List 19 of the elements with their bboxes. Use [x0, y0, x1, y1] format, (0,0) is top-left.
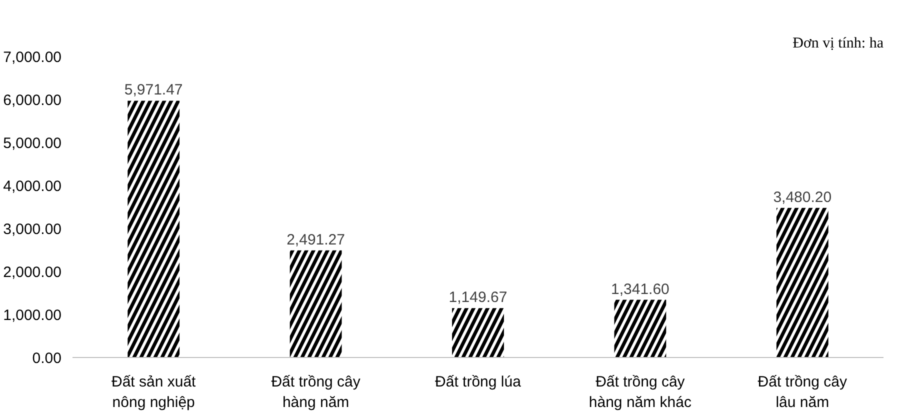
y-tick-label: 5,000.00 [3, 135, 62, 152]
y-tick-label: 0.00 [32, 350, 62, 367]
y-tick-label: 7,000.00 [3, 49, 62, 66]
x-tick-label: Đất trồng cây hàng năm khác [588, 374, 692, 411]
y-tick-label: 6,000.00 [3, 92, 62, 109]
y-tick-label: 1,000.00 [3, 307, 62, 324]
x-tick-label: Đất sản xuất nông nghiệp [111, 374, 197, 411]
y-tick-label: 3,000.00 [3, 221, 62, 238]
y-tick-label: 4,000.00 [3, 178, 62, 195]
y-tick-label: 2,000.00 [3, 264, 62, 281]
data-label: 3,480.20 [773, 188, 832, 206]
x-tick-label: Đất trồng lúa [435, 374, 522, 390]
data-label: 1,341.60 [611, 280, 670, 298]
data-label: 2,491.27 [286, 231, 345, 248]
data-label: 1,149.67 [448, 289, 508, 306]
x-tick-label: Đất trồng cây lâu năm [758, 374, 848, 411]
text: Đơn vị tính: ha [792, 36, 884, 52]
x-tick-label: Đất trồng cây hàng năm [271, 374, 361, 411]
data-label: 5,971.47 [124, 82, 183, 99]
